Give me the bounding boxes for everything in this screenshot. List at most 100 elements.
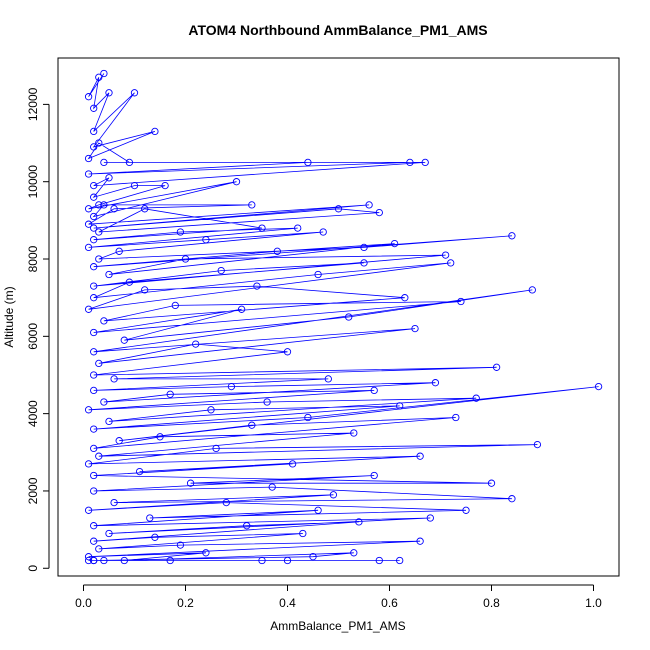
data-point: [232, 178, 241, 186]
data-point: [370, 471, 378, 480]
data-point: [355, 518, 363, 526]
y-tick-label: 8000: [26, 245, 40, 272]
data-point: [90, 348, 98, 356]
data-point: [227, 382, 236, 391]
data-point: [268, 483, 276, 491]
y-axis: 0 2000 4000 6000 8000 10000 12000: [26, 87, 50, 572]
y-tick-label: 0: [26, 565, 40, 572]
data-point: [375, 556, 383, 565]
data-point: [90, 522, 98, 530]
data-point: [528, 286, 536, 294]
data-point: [508, 232, 516, 240]
data-point: [95, 139, 103, 147]
data-point: [110, 498, 118, 507]
data-point: [84, 553, 93, 561]
data-point: [84, 506, 93, 514]
data-point: [84, 460, 93, 468]
data-point: [487, 479, 496, 487]
data-point: [84, 205, 93, 213]
data-point: [426, 514, 434, 522]
data-point: [176, 228, 185, 236]
data-point: [452, 413, 460, 422]
data-point: [329, 491, 338, 499]
data-point: [90, 127, 98, 136]
data-point: [283, 348, 292, 356]
data-point: [314, 506, 322, 514]
x-axis-label: AmmBalance_PM1_AMS: [270, 619, 405, 633]
data-point: [130, 181, 139, 190]
data-point: [243, 522, 251, 530]
data-point: [141, 286, 149, 294]
data-point: [90, 104, 98, 112]
data-point: [431, 379, 440, 387]
data-point: [304, 413, 312, 422]
data-point: [416, 452, 424, 460]
data-point: [95, 73, 103, 81]
data-point: [90, 487, 98, 495]
data-point: [273, 247, 281, 255]
x-tick-label: 0.4: [279, 596, 296, 610]
data-point: [95, 255, 103, 263]
data-point: [95, 228, 103, 236]
data-point: [151, 533, 159, 541]
data-point: [360, 243, 368, 252]
data-point: [110, 205, 118, 213]
data-point: [84, 220, 93, 228]
data-point: [95, 359, 103, 368]
data-point: [319, 228, 327, 236]
data-point: [166, 390, 174, 398]
x-tick-label: 0.0: [75, 596, 92, 610]
data-point: [309, 553, 317, 561]
data-point: [95, 201, 103, 209]
data-point: [248, 421, 256, 429]
data-point: [406, 158, 414, 167]
data-point: [105, 174, 113, 182]
data-point: [90, 294, 98, 302]
data-point: [258, 556, 266, 565]
data-point: [248, 201, 256, 209]
data-point: [90, 537, 98, 545]
data-point: [84, 305, 93, 313]
data-point: [100, 201, 108, 209]
data-point: [146, 514, 154, 522]
series-line: [87, 73, 599, 561]
data-point: [263, 398, 271, 406]
y-tick-label: 10000: [26, 165, 40, 199]
x-tick-label: 1.0: [585, 596, 602, 610]
data-point: [100, 556, 108, 565]
data-point: [390, 239, 399, 248]
data-point: [120, 336, 128, 344]
data-point: [84, 243, 93, 252]
data-point: [100, 69, 108, 78]
data-point: [283, 556, 292, 565]
data-point: [299, 529, 307, 538]
data-point: [192, 340, 200, 348]
data-point: [447, 259, 455, 267]
data-point: [84, 154, 93, 163]
data-point: [90, 224, 98, 232]
data-point: [90, 236, 98, 244]
y-tick-label: 4000: [26, 400, 40, 427]
data-point: [95, 452, 103, 460]
data-point: [258, 224, 266, 232]
data-point: [334, 205, 343, 213]
data-point: [492, 363, 501, 371]
data-point: [396, 556, 404, 565]
data-point: [90, 181, 98, 190]
data-point: [84, 556, 93, 565]
data-point: [533, 440, 542, 449]
y-tick-label: 12000: [26, 87, 40, 121]
data-point: [120, 556, 128, 565]
data-point: [212, 444, 220, 453]
data-point: [401, 294, 409, 302]
data-point: [90, 386, 98, 395]
data-point: [90, 556, 98, 565]
x-tick-label: 0.2: [177, 596, 194, 610]
data-point: [84, 170, 93, 178]
data-point: [90, 328, 98, 337]
data-point: [294, 224, 302, 232]
data-point: [90, 263, 98, 271]
data-point: [350, 549, 358, 557]
